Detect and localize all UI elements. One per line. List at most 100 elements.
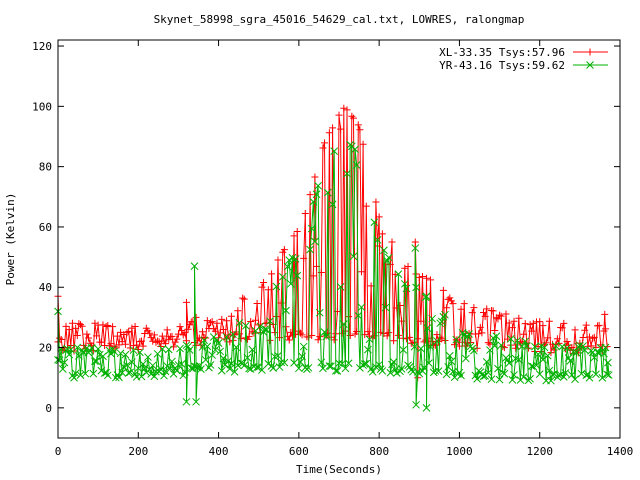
data-point: [173, 335, 181, 343]
legend-label: XL-33.35 Tsys:57.96: [439, 46, 565, 59]
data-point: [354, 311, 363, 320]
data-point: [124, 369, 133, 377]
data-point: [322, 332, 331, 341]
data-point: [285, 256, 294, 264]
data-point: [521, 337, 530, 346]
data-point: [78, 322, 86, 330]
data-point: [375, 360, 383, 369]
data-point: [319, 364, 327, 373]
data-point: [87, 344, 96, 352]
data-point: [457, 371, 465, 380]
data-point: [598, 374, 607, 382]
data-point: [577, 369, 586, 378]
data-point: [587, 342, 595, 350]
data-point: [595, 321, 603, 329]
data-point: [293, 227, 301, 235]
data-point: [457, 305, 465, 313]
data-point: [505, 359, 514, 367]
data-point: [295, 364, 303, 373]
data-point: [168, 357, 176, 366]
data-point: [370, 218, 379, 227]
data-point: [137, 337, 145, 345]
data-point: [484, 368, 493, 377]
data-point: [451, 341, 459, 349]
data-point: [470, 346, 478, 355]
data-point: [58, 365, 67, 373]
data-point: [535, 370, 544, 378]
data-point: [439, 286, 447, 294]
data-point: [495, 375, 504, 384]
data-point: [604, 358, 612, 367]
data-point: [184, 325, 192, 333]
data-point: [354, 121, 362, 129]
data-point: [510, 317, 518, 325]
data-point: [362, 202, 370, 210]
data-point: [208, 351, 217, 359]
data-point: [293, 271, 302, 280]
data-point: [218, 315, 226, 323]
data-point: [600, 349, 608, 358]
data-point: [319, 144, 327, 152]
data-point: [256, 322, 265, 331]
data-point: [72, 324, 80, 332]
data-point: [476, 323, 484, 331]
data-point: [83, 330, 91, 338]
data-point: [449, 367, 457, 376]
data-point: [441, 336, 449, 344]
data-point: [70, 373, 78, 382]
data-point: [63, 345, 72, 353]
data-point: [544, 334, 552, 342]
data-point: [89, 369, 98, 378]
data-point: [357, 303, 366, 312]
data-point: [508, 324, 516, 332]
data-point: [229, 330, 237, 339]
data-point: [214, 339, 223, 347]
data-point: [372, 363, 380, 371]
data-point: [263, 319, 271, 327]
data-point: [68, 319, 76, 327]
data-point: [290, 232, 298, 240]
x-tick-label: 1400: [607, 445, 634, 458]
data-point: [93, 332, 101, 340]
data-point: [300, 254, 308, 262]
data-point: [190, 262, 199, 270]
data-point: [163, 326, 171, 334]
data-point: [502, 310, 510, 318]
data-point: [349, 114, 357, 122]
data-point: [526, 321, 534, 329]
data-point: [136, 338, 144, 346]
data-point: [481, 312, 489, 320]
data-point: [248, 345, 257, 354]
data-point: [506, 334, 515, 343]
data-point: [372, 198, 380, 206]
data-point: [330, 336, 338, 344]
series-1: [54, 104, 611, 382]
data-point: [253, 299, 261, 307]
data-point: [224, 357, 233, 365]
data-point: [282, 306, 290, 315]
data-point: [585, 373, 594, 382]
data-point: [207, 319, 215, 327]
data-point: [223, 317, 231, 325]
series-markers: [54, 104, 611, 382]
data-point: [341, 364, 350, 373]
plot-area: [54, 104, 613, 412]
data-point: [441, 310, 449, 319]
data-point: [349, 252, 358, 261]
data-point: [346, 332, 354, 340]
data-point: [563, 344, 571, 352]
data-point: [121, 350, 130, 359]
data-point: [402, 284, 411, 293]
data-point: [73, 343, 82, 352]
x-tick-label: 400: [209, 445, 229, 458]
data-point: [192, 397, 200, 406]
data-point: [553, 335, 561, 343]
data-point: [211, 327, 219, 335]
data-point: [274, 351, 282, 360]
data-point: [602, 325, 610, 333]
data-point: [247, 317, 255, 325]
data-point: [505, 319, 513, 327]
data-point: [381, 303, 390, 312]
data-point: [340, 104, 348, 112]
data-point: [174, 330, 182, 338]
